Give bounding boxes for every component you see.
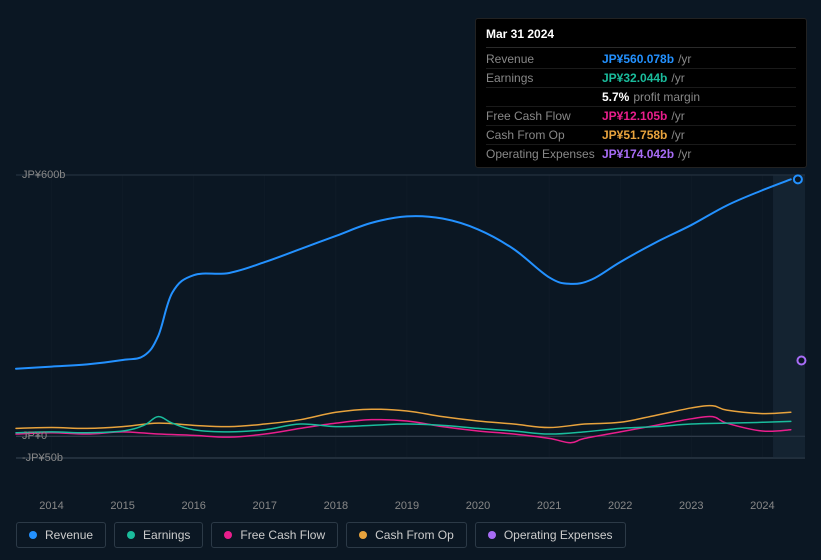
legend-item-operating-expenses[interactable]: Operating Expenses — [475, 522, 626, 548]
legend-item-cash-from-op[interactable]: Cash From Op — [346, 522, 467, 548]
financial-chart: Mar 31 2024 RevenueJP¥560.078b/yrEarning… — [0, 0, 821, 560]
legend-item-revenue[interactable]: Revenue — [16, 522, 106, 548]
x-axis-label: 2020 — [466, 500, 490, 512]
tooltip-row-unit: /yr — [678, 147, 691, 161]
legend-label: Revenue — [45, 528, 93, 542]
tooltip-row: Operating ExpensesJP¥174.042b/yr — [486, 145, 796, 163]
tooltip-row-value: JP¥174.042b — [602, 147, 674, 161]
tooltip-row-unit: /yr — [671, 109, 684, 123]
tooltip-row: EarningsJP¥32.044b/yr — [486, 69, 796, 88]
chart-legend: Revenue Earnings Free Cash Flow Cash From O… — [16, 522, 626, 548]
x-axis-label: 2024 — [750, 500, 774, 512]
x-axis-label: 2022 — [608, 500, 632, 512]
tooltip-row-unit: profit margin — [633, 90, 700, 104]
tooltip-row-unit: /yr — [678, 52, 691, 66]
tooltip-row-value: JP¥12.105b — [602, 109, 667, 123]
x-axis-label: 2021 — [537, 500, 561, 512]
tooltip-row-value: JP¥32.044b — [602, 71, 667, 85]
x-axis-label: 2023 — [679, 500, 703, 512]
series-revenue — [16, 179, 791, 368]
tooltip-date: Mar 31 2024 — [486, 25, 796, 48]
legend-label: Earnings — [143, 528, 190, 542]
legend-label: Operating Expenses — [504, 528, 613, 542]
tooltip-row-value: JP¥560.078b — [602, 52, 674, 66]
x-axis-label: 2019 — [395, 500, 419, 512]
tooltip-row-value: JP¥51.758b — [602, 128, 667, 142]
legend-label: Free Cash Flow — [240, 528, 325, 542]
y-axis-label: JP¥600b — [22, 169, 65, 181]
x-axis-label: 2017 — [253, 500, 277, 512]
legend-label: Cash From Op — [375, 528, 454, 542]
tooltip-row-label: Earnings — [486, 71, 602, 85]
legend-dot-icon — [29, 531, 37, 539]
tooltip-row-label: Operating Expenses — [486, 147, 602, 161]
tooltip-row-label: Free Cash Flow — [486, 109, 602, 123]
y-axis-label: -JP¥50b — [22, 452, 63, 464]
chart-tooltip: Mar 31 2024 RevenueJP¥560.078b/yrEarning… — [475, 18, 807, 168]
legend-dot-icon — [359, 531, 367, 539]
tooltip-row-label: Cash From Op — [486, 128, 602, 142]
x-axis-label: 2015 — [110, 500, 134, 512]
legend-item-earnings[interactable]: Earnings — [114, 522, 203, 548]
tooltip-row: RevenueJP¥560.078b/yr — [486, 50, 796, 69]
x-axis-label: 2016 — [181, 500, 205, 512]
x-axis-label: 2018 — [324, 500, 348, 512]
tooltip-rows: RevenueJP¥560.078b/yrEarningsJP¥32.044b/… — [486, 50, 796, 163]
tooltip-row-value: 5.7% — [602, 90, 629, 104]
tooltip-row: Cash From OpJP¥51.758b/yr — [486, 126, 796, 145]
tooltip-row-unit: /yr — [671, 71, 684, 85]
legend-dot-icon — [488, 531, 496, 539]
x-axis-label: 2014 — [39, 500, 63, 512]
legend-dot-icon — [127, 531, 135, 539]
legend-dot-icon — [224, 531, 232, 539]
tooltip-row-unit: /yr — [671, 128, 684, 142]
tooltip-row-label: Revenue — [486, 52, 602, 66]
tooltip-row: 5.7% profit margin — [486, 88, 796, 107]
legend-item-free-cash-flow[interactable]: Free Cash Flow — [211, 522, 338, 548]
tooltip-row: Free Cash FlowJP¥12.105b/yr — [486, 107, 796, 126]
x-axis-labels: 2014 2015 2016 2017 2018 2019 2020 2021 2022 2023… — [16, 500, 805, 516]
y-axis-label: JP¥0 — [22, 430, 47, 442]
